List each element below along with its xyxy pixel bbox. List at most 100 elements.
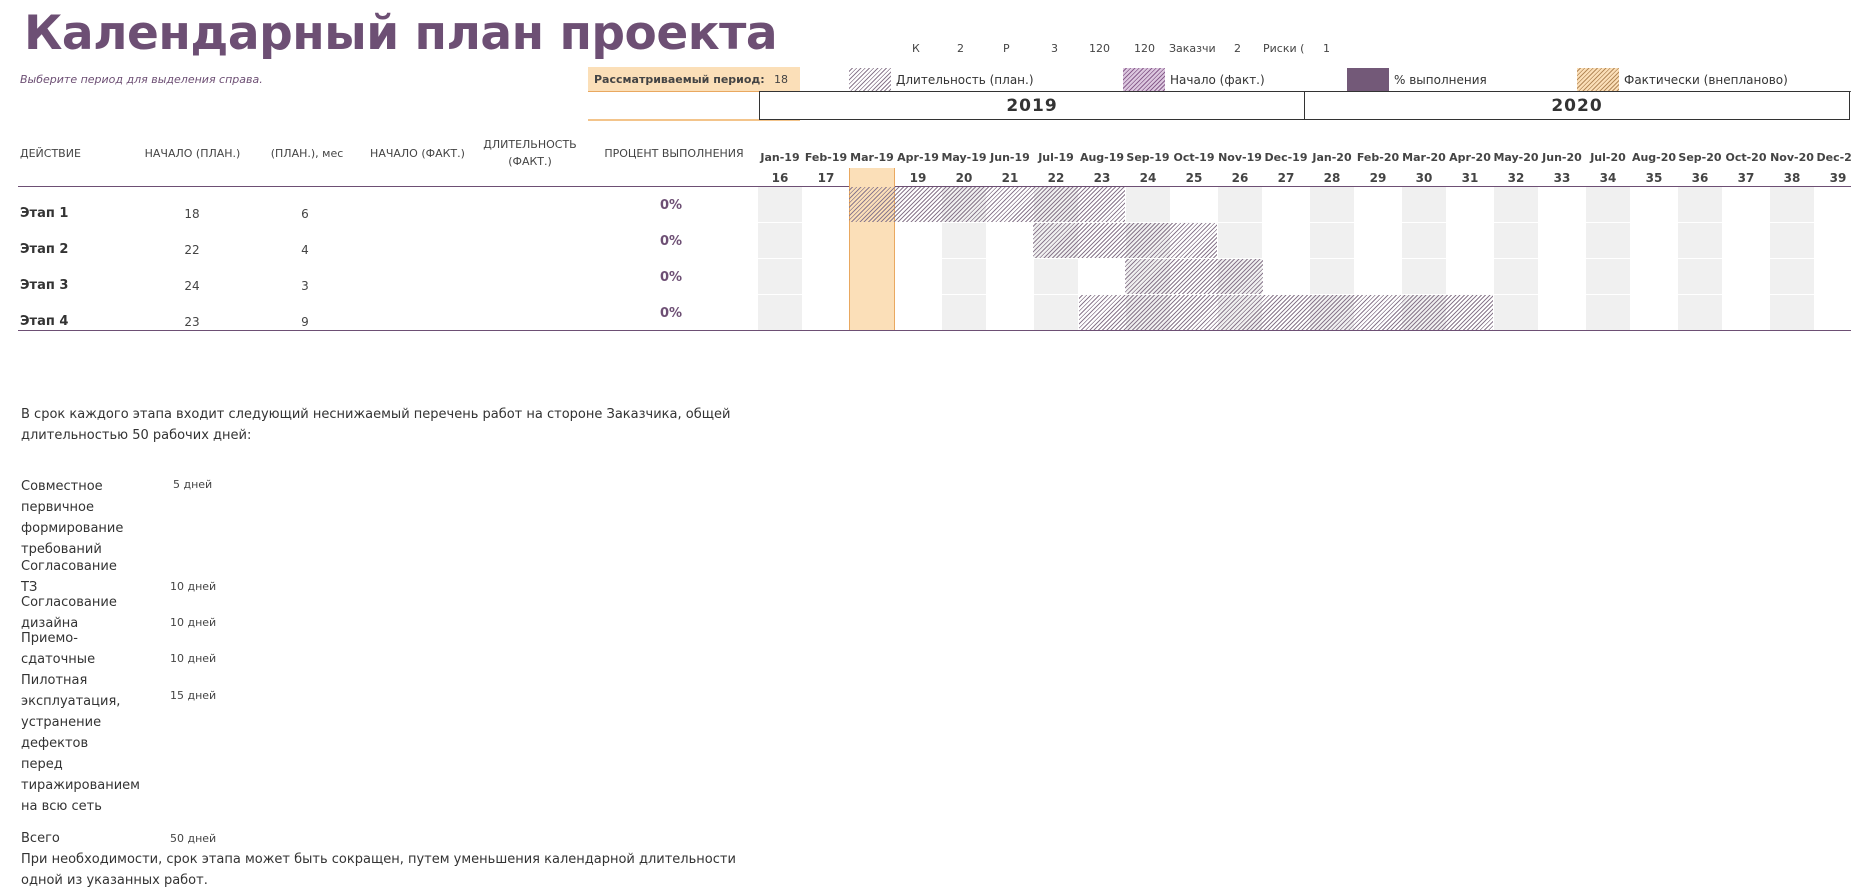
page-title: Календарный план проекта xyxy=(24,6,778,61)
grid-cell xyxy=(1218,223,1262,258)
grid-cell xyxy=(1494,295,1538,330)
task-name[interactable]: Этап 3 xyxy=(20,278,69,293)
stat-k-value: 2 xyxy=(957,42,964,55)
period-value-input[interactable]: 18 xyxy=(774,73,788,86)
task-percent: 0% xyxy=(660,234,683,249)
col-plan-start: НАЧАЛО (ПЛАН.) xyxy=(144,147,241,160)
grid-cell xyxy=(942,223,986,258)
month-label: May-19 xyxy=(941,151,987,164)
grid-cell xyxy=(758,295,802,330)
period-number[interactable]: 37 xyxy=(1737,171,1755,185)
period-number[interactable]: 39 xyxy=(1829,171,1847,185)
legend-plan-label: Длительность (план.) xyxy=(896,73,1034,87)
grid-cell xyxy=(942,259,986,294)
period-number[interactable]: 16 xyxy=(771,171,789,185)
plan-bar xyxy=(849,187,1125,222)
stat-r-value: 3 xyxy=(1051,42,1058,55)
period-number[interactable]: 21 xyxy=(1001,171,1019,185)
period-label: Рассматриваемый период: xyxy=(594,73,765,86)
task-plan-start: 22 xyxy=(184,243,200,257)
grid-cell xyxy=(1402,223,1446,258)
period-number[interactable]: 30 xyxy=(1415,171,1433,185)
period-number[interactable]: 23 xyxy=(1093,171,1111,185)
note-line-2: длительностью 50 рабочих дней: xyxy=(21,428,252,443)
task-plan-start: 18 xyxy=(184,207,200,221)
month-label: Oct-19 xyxy=(1173,151,1215,164)
period-number[interactable]: 34 xyxy=(1599,171,1617,185)
period-number[interactable]: 35 xyxy=(1645,171,1663,185)
grid-cell xyxy=(758,187,802,222)
grid-cell xyxy=(1034,295,1078,330)
legend-percent-swatch xyxy=(1347,68,1389,92)
stat-value-a: 120 xyxy=(1089,42,1110,55)
work-item-value: 10 дней xyxy=(170,580,217,593)
work-item-label: Совместное первичное формирование требов… xyxy=(21,479,124,557)
period-selector[interactable] xyxy=(588,67,800,92)
grid-cell xyxy=(1770,187,1814,222)
grid-cell xyxy=(758,223,802,258)
col-percent: ПРОЦЕНТ ВЫПОЛНЕНИЯ xyxy=(604,147,744,160)
task-name[interactable]: Этап 2 xyxy=(20,242,69,257)
grid-cell xyxy=(1494,259,1538,294)
note-line-1: В срок каждого этапа входит следующий не… xyxy=(21,407,731,422)
grid-cell xyxy=(1310,223,1354,258)
period-number[interactable]: 31 xyxy=(1461,171,1479,185)
period-number[interactable]: 32 xyxy=(1507,171,1525,185)
stat-customer-value: 2 xyxy=(1234,42,1241,55)
period-number[interactable]: 17 xyxy=(817,171,835,185)
grid-cell xyxy=(1586,259,1630,294)
grid-cell xyxy=(1678,295,1722,330)
month-label: Sep-19 xyxy=(1126,151,1170,164)
month-label: Aug-20 xyxy=(1631,151,1677,164)
task-plan-duration: 4 xyxy=(301,243,309,257)
work-item-label: Согласование ТЗ xyxy=(21,559,117,595)
grid-cell xyxy=(1494,223,1538,258)
grid-cell xyxy=(1678,187,1722,222)
work-item-value: 15 дней xyxy=(170,689,217,702)
grid-cell xyxy=(1678,259,1722,294)
task-name[interactable]: Этап 1 xyxy=(20,206,69,221)
period-number[interactable]: 28 xyxy=(1323,171,1341,185)
stat-r-label: Р xyxy=(1003,42,1010,55)
task-percent: 0% xyxy=(660,270,683,285)
task-plan-duration: 9 xyxy=(301,315,309,329)
period-number[interactable]: 25 xyxy=(1185,171,1203,185)
period-number[interactable]: 20 xyxy=(955,171,973,185)
period-number[interactable]: 38 xyxy=(1783,171,1801,185)
period-number[interactable]: 29 xyxy=(1369,171,1387,185)
table-bottom-divider xyxy=(18,330,1851,331)
month-label: Jun-19 xyxy=(990,151,1030,164)
task-percent: 0% xyxy=(660,306,683,321)
month-label: Mar-20 xyxy=(1402,151,1446,164)
period-number[interactable]: 27 xyxy=(1277,171,1295,185)
period-number[interactable]: 36 xyxy=(1691,171,1709,185)
legend-over-label: Фактически (внепланово) xyxy=(1624,73,1788,87)
grid-cell xyxy=(1402,187,1446,222)
month-label: Oct-20 xyxy=(1725,151,1767,164)
grid-cell xyxy=(1034,259,1078,294)
period-number[interactable]: 22 xyxy=(1047,171,1065,185)
stat-customer-label: Заказчи xyxy=(1169,42,1216,55)
year-2019: 2019 xyxy=(759,91,1305,120)
year-2020: 2020 xyxy=(1304,91,1850,120)
month-label: Apr-19 xyxy=(897,151,939,164)
grid-cell xyxy=(1310,187,1354,222)
period-number[interactable]: 19 xyxy=(909,171,927,185)
stat-k-label: К xyxy=(912,42,920,55)
plan-bar xyxy=(1125,259,1263,294)
month-label: Jul-19 xyxy=(1038,151,1074,164)
total-value: 50 дней xyxy=(170,832,217,845)
month-label: Jul-20 xyxy=(1590,151,1626,164)
col-actual-duration-2: (ФАКТ.) xyxy=(508,155,552,168)
task-name[interactable]: Этап 4 xyxy=(20,314,69,329)
month-label: May-20 xyxy=(1493,151,1539,164)
month-label: Jan-20 xyxy=(1312,151,1352,164)
month-label: Jun-20 xyxy=(1542,151,1582,164)
legend-plan-swatch xyxy=(849,68,891,92)
grid-cell xyxy=(1126,187,1170,222)
period-number[interactable]: 24 xyxy=(1139,171,1157,185)
work-item-value: 10 дней xyxy=(170,616,217,629)
col-plan-duration: (ПЛАН.), мес xyxy=(270,147,344,160)
period-number[interactable]: 33 xyxy=(1553,171,1571,185)
period-number[interactable]: 26 xyxy=(1231,171,1249,185)
